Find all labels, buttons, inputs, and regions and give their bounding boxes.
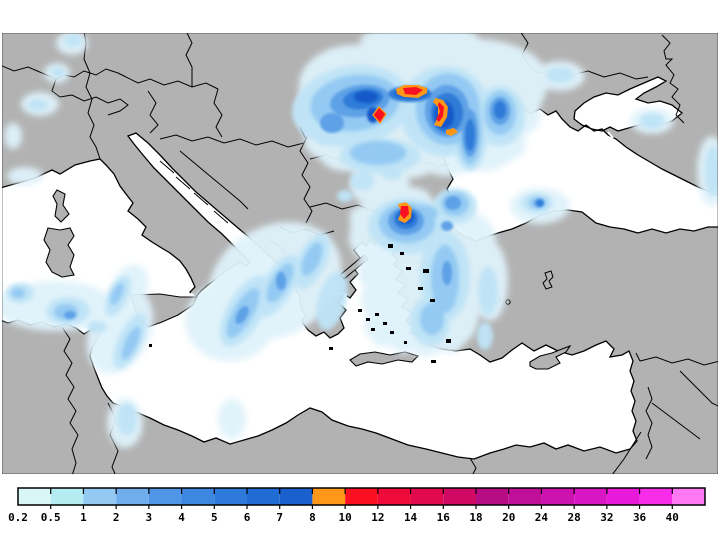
- colorbar-label: 1: [80, 511, 87, 524]
- colorbar-segment: [410, 488, 444, 505]
- colorbar-label: 6: [244, 511, 251, 524]
- colorbar-label: 14: [404, 511, 418, 524]
- colorbar-label: 28: [568, 511, 581, 524]
- colorbar-label: 24: [535, 511, 549, 524]
- colorbar-segment: [672, 488, 705, 505]
- colorbar-segment: [639, 488, 673, 505]
- colorbar-label: 3: [146, 511, 153, 524]
- colorbar-segment: [18, 488, 51, 505]
- colorbar-segment: [279, 488, 313, 505]
- colorbar-label: 12: [371, 511, 384, 524]
- colorbar-segment: [83, 488, 117, 505]
- island-cyprus: [529, 344, 572, 370]
- colorbar-segment: [50, 488, 84, 505]
- colorbar-label: 40: [666, 511, 679, 524]
- colorbar-label: 32: [600, 511, 613, 524]
- caspian-coastline: [661, 34, 685, 124]
- colorbar-segment: [247, 488, 280, 505]
- colorbar-segment: [377, 488, 411, 505]
- aegean-island-specks: [149, 244, 451, 363]
- colorbar-label: 0.5: [41, 511, 61, 524]
- colorbar-label: 18: [469, 511, 482, 524]
- colorbar-label: 2: [113, 511, 120, 524]
- colorbar-segment: [476, 488, 509, 505]
- croatian-islets: [159, 160, 229, 224]
- colorbar-labels: 0.2 0.5 1 2 3 4 5 6 7 8 10 12 14 16 18 20 24 28 32 36 40: [8, 511, 679, 524]
- colorbar-label: 10: [339, 511, 352, 524]
- colorbar-label: 8: [309, 511, 316, 524]
- colorbar-segment: [574, 488, 607, 505]
- colorbar-label: 36: [633, 511, 647, 524]
- colorbar-segment: [312, 488, 346, 505]
- colorbar-segment: [148, 488, 182, 505]
- colorbar-label: 0.2: [8, 511, 28, 524]
- colorbar: 0.2 0.5 1 2 3 4 5 6 7 8 10 12 14 16 18 20 24 28 32 36 40: [8, 487, 706, 524]
- colorbar-label: 4: [178, 511, 185, 524]
- colorbar-segment: [345, 488, 378, 505]
- colorbar-label: 20: [502, 511, 515, 524]
- colorbar-segment: [214, 488, 247, 505]
- colorbar-label: 5: [211, 511, 218, 524]
- colorbar-segment: [606, 488, 640, 505]
- colorbar-outline: [17, 487, 706, 506]
- colorbar-segment: [508, 488, 542, 505]
- island-corsica: [52, 189, 70, 223]
- precipitation-overlay: [2, 33, 718, 448]
- colorbar-cells: [18, 488, 705, 505]
- map-frame: [0, 31, 720, 476]
- kerch-strait: [607, 131, 614, 139]
- colorbar-segment: [181, 488, 215, 505]
- colorbar-label: 7: [276, 511, 283, 524]
- colorbar-ticks: [50, 488, 673, 509]
- colorbar-label: 16: [437, 511, 451, 524]
- colorbar-segment: [541, 488, 575, 505]
- island-crete: [349, 351, 420, 367]
- island-sardinia: [43, 227, 75, 278]
- colorbar-segment: [116, 488, 149, 505]
- colorbar-segment: [443, 488, 476, 505]
- heavy-precip-cores: [372, 85, 458, 223]
